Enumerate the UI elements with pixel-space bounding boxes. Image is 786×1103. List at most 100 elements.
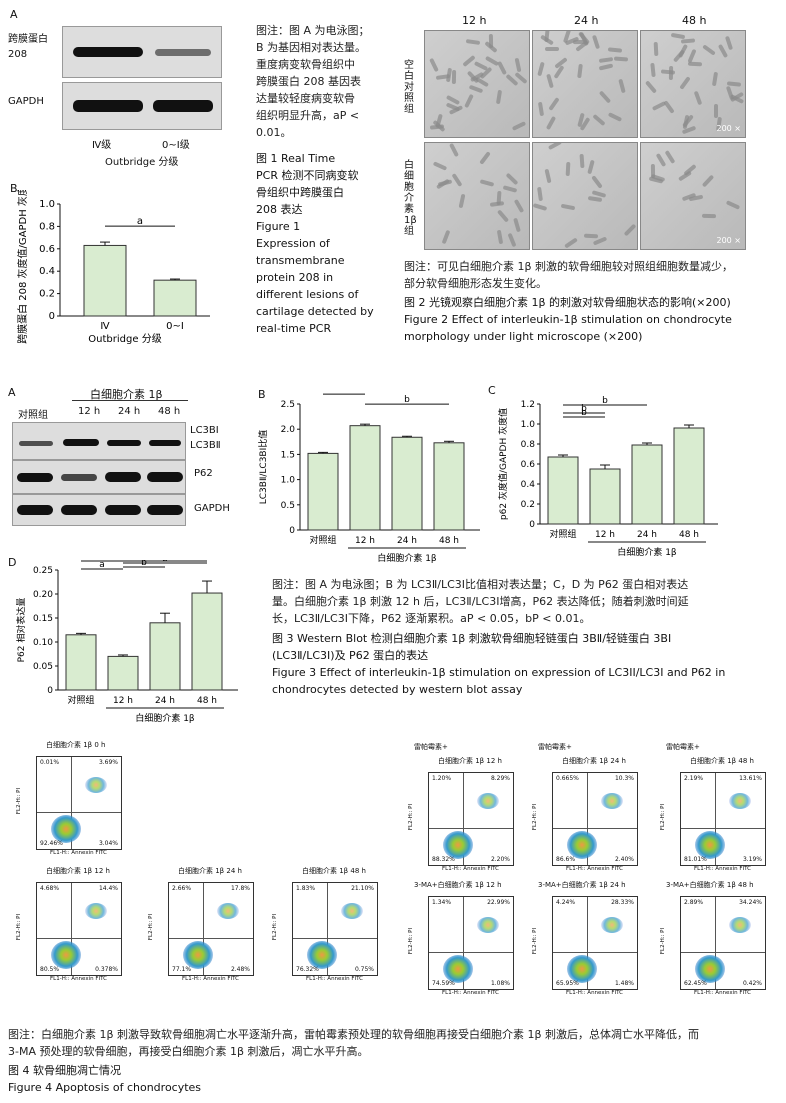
cell-shape [702, 213, 717, 218]
quadrant-percentage: 2.20% [490, 856, 510, 863]
quadrant-percentage: 2.89% [684, 899, 704, 906]
cell-shape [679, 75, 692, 90]
fig3-blot-col: 24 h [118, 406, 141, 417]
facs-x-axis-label: FL1-H:: Annexin FITC [442, 866, 500, 872]
cell-cluster-apoptotic [85, 777, 107, 793]
quadrant-percentage: 0.42% [742, 980, 762, 987]
x-tick-label: 48 h [679, 530, 699, 540]
fig2-row-il1b: 白细胞介素1β组 [404, 160, 417, 237]
fig3-blot-group-line [72, 400, 188, 401]
fig3-blot-group: 白细胞介素 1β [90, 388, 163, 401]
fig1-note-line: 跨膜蛋白 208 基因表 [256, 75, 361, 88]
fig1-western-blot-gapdh [62, 82, 222, 130]
fig1-title-cn: PCR 检测不同病变软 [256, 169, 359, 182]
cell-shape [545, 73, 554, 89]
facs-x-axis-label: FL1-H:: Annexin FITC [50, 976, 108, 982]
facs-y-axis-label: FL2-H:: PI [532, 927, 539, 955]
cell-shape [537, 186, 543, 201]
micrograph-panel [532, 30, 638, 138]
cell-cluster-apoptotic [601, 917, 623, 933]
fig3-blot-row: LC3BⅠ [190, 425, 219, 436]
quadrant-percentage: 92.46% [40, 840, 63, 847]
fig1-blot-row-label-gapdh: GAPDH [8, 96, 44, 107]
cell-cluster-live [443, 831, 473, 859]
fig1-title-en: different lesions of [256, 288, 359, 301]
fig1-title-cn: 图 1 Real Time [256, 152, 336, 165]
fig2-note: 图注：可见白细胞介素 1β 刺激的软骨细胞较对照组细胞数量减少， 部分软骨细胞形… [404, 258, 784, 292]
cell-shape [548, 96, 560, 111]
cell-shape [655, 152, 667, 167]
y-axis-label: P62 相对表达量 [15, 598, 27, 663]
fig1-title-en: Figure 1 [256, 220, 301, 233]
facs-x-axis-label: FL1-H:: Annexin FITC [694, 990, 752, 996]
cell-shape [652, 100, 667, 111]
cell-shape [617, 78, 626, 94]
quadrant-percentage: 77.1% [172, 966, 192, 973]
quadrant-percentage: 1.83% [296, 885, 316, 892]
y-tick-label: 1.0 [521, 420, 536, 430]
cell-shape [644, 80, 657, 94]
flow-cytometry-plot: 4.68% 14.4% 80.5% 0.378% [36, 882, 122, 976]
cell-shape [496, 230, 504, 245]
x-axis-label: 白细胞介素 1β [135, 712, 195, 724]
fig3-blot-col: 48 h [158, 406, 181, 417]
cell-shape [496, 89, 503, 105]
fig2-title-cn: 图 2 光镜观察白细胞介素 1β 的刺激对软骨细胞状态的影响(×200) [404, 296, 731, 309]
bar [191, 592, 223, 691]
facs-x-axis-label: FL1-H:: Annexin FITC [50, 850, 108, 856]
fig3-note: 图注：图 A 为电泳图；B 为 LC3Ⅱ/LC3Ⅰ比值相对表达量；C，D 为 P… [272, 576, 782, 627]
scale-label: 200 × [716, 236, 741, 245]
fig1-title-cn: 208 表达 [256, 203, 303, 216]
fig4-note-line: 图注：白细胞介素 1β 刺激导致软骨细胞凋亡水平逐渐升高，雷帕霉素预处理的软骨细… [8, 1028, 700, 1041]
quadrant-v-line [202, 883, 204, 975]
fig3-blot-col: 对照组 [18, 410, 48, 421]
flow-cytometry-plot: 0.01% 3.69% 92.46% 3.04% [36, 756, 122, 850]
fig2-title-en: morphology under light microscope (×200) [404, 330, 643, 343]
y-tick-label: 1.2 [521, 400, 535, 410]
quadrant-percentage: 14.4% [98, 885, 118, 892]
micrograph-panel [424, 142, 530, 250]
cell-shape [497, 209, 510, 223]
quadrant-percentage: 88.32% [432, 856, 455, 863]
flow-cytometry-plot: 2.89% 34.24% 62.45% 0.42% [680, 896, 766, 990]
cell-shape [514, 58, 522, 73]
fig4-title: 图 4 软骨细胞凋亡情况 Figure 4 Apoptosis of chond… [8, 1062, 784, 1096]
y-tick-label: 0.4 [39, 266, 55, 277]
facs-y-axis-label: FL2-H:: PI [16, 787, 23, 815]
x-tick-label: 48 h [197, 696, 217, 706]
y-tick-label: 2.5 [281, 400, 295, 410]
cell-shape [513, 198, 524, 213]
cell-shape [468, 84, 484, 94]
y-tick-label: 0.6 [521, 460, 536, 470]
cell-shape [533, 202, 548, 211]
flow-cytometry-plot: 2.19% 13.61% 81.01% 3.19% [680, 772, 766, 866]
facs-y-axis-label: FL2-H:: PI [660, 803, 667, 831]
facs-x-axis-label: FL1-H:: Annexin FITC [442, 990, 500, 996]
cell-cluster-live [443, 955, 473, 983]
x-tick-label: 48 h [439, 536, 459, 546]
cell-shape [537, 101, 544, 116]
quadrant-v-line [462, 897, 464, 989]
bar [153, 279, 197, 317]
significance-label: b [602, 396, 608, 406]
fig1-title-en: Expression of [256, 237, 330, 250]
cell-cluster-live [567, 831, 597, 859]
fig3-panel-c-label: C [488, 384, 496, 397]
bar [673, 427, 705, 525]
significance-label: b [341, 392, 347, 395]
quadrant-percentage: 1.08% [490, 980, 510, 987]
cell-shape [513, 217, 521, 233]
fig1-note-line: 重度病变软骨组织中 [256, 58, 355, 71]
significance-label: b [404, 395, 410, 405]
cell-cluster-apoptotic [601, 793, 623, 809]
facs-y-axis-label: FL2-H:: PI [532, 803, 539, 831]
facs-x-axis-label: FL1-H:: Annexin FITC [182, 976, 240, 982]
x-tick-label: 24 h [155, 696, 175, 706]
quadrant-percentage: 0.01% [40, 759, 60, 766]
quadrant-v-line [70, 883, 72, 975]
cell-shape [478, 151, 491, 165]
fig1-title-en: transmembrane [256, 254, 345, 267]
y-tick-label: 0.8 [521, 440, 536, 450]
facs-x-axis-label: FL1-H:: Annexin FITC [694, 866, 752, 872]
cell-shape [464, 93, 474, 109]
